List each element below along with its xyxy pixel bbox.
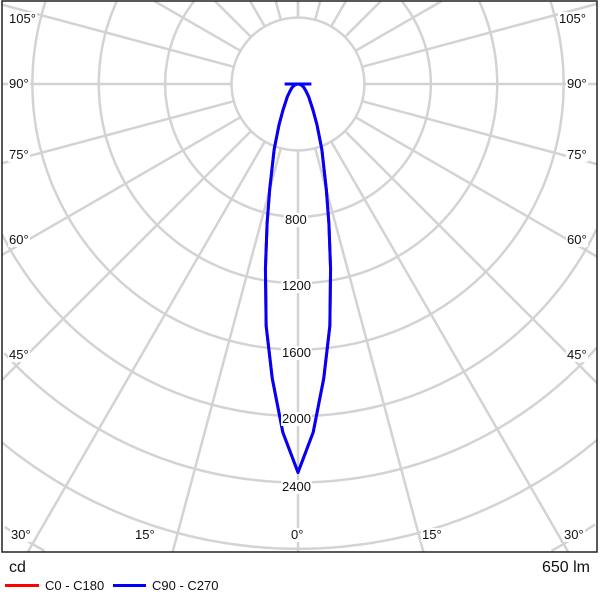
angle-label-left-105: 105° bbox=[8, 11, 37, 26]
luminous-flux: 650 lm bbox=[541, 559, 590, 576]
ring-label-800: 800 bbox=[284, 212, 308, 227]
grid-radial-line bbox=[1, 3, 235, 69]
grid-ring bbox=[478, 0, 499, 84]
angle-label-left-75: 75° bbox=[8, 147, 30, 162]
grid-radial-line bbox=[214, 0, 252, 38]
grid-ring bbox=[1, 228, 598, 418]
grid-radial-line bbox=[354, 116, 598, 258]
grid-radial-line bbox=[361, 99, 598, 166]
angle-label-bottom-15-right: 15° bbox=[421, 527, 443, 542]
ring-label-2400: 2400 bbox=[281, 479, 312, 494]
grid-radial-line bbox=[344, 0, 382, 38]
grid-ring bbox=[1, 439, 598, 551]
grid-radial-line bbox=[248, 0, 266, 28]
angle-label-left-60: 60° bbox=[8, 232, 30, 247]
ring-label-2000: 2000 bbox=[281, 411, 312, 426]
grid-ring bbox=[400, 0, 433, 84]
angle-label-right-105: 105° bbox=[558, 11, 587, 26]
grid-radial-line bbox=[313, 0, 322, 21]
grid-ring bbox=[97, 0, 499, 285]
legend-swatch-c90 bbox=[113, 584, 146, 587]
grid-radial-line bbox=[344, 130, 598, 384]
angle-label-right-30: 30° bbox=[563, 527, 585, 542]
angle-label-bottom-15-left: 15° bbox=[134, 527, 156, 542]
grid-radial-line bbox=[171, 147, 283, 553]
angle-label-right-45: 45° bbox=[566, 347, 588, 362]
series-curve-c90-c270 bbox=[263, 82, 333, 474]
grid-radial-line bbox=[274, 0, 283, 21]
angle-label-left-90: 90° bbox=[8, 76, 30, 91]
angle-label-right-75: 75° bbox=[566, 147, 588, 162]
grid-radial-line bbox=[354, 0, 443, 52]
ring-label-1600: 1600 bbox=[281, 345, 312, 360]
angle-label-left-30: 30° bbox=[10, 527, 32, 542]
grid-radial-line bbox=[1, 99, 235, 165]
grid-radial-line bbox=[330, 0, 348, 28]
grid-radial-line bbox=[1, 116, 242, 256]
grid-ring bbox=[163, 0, 433, 219]
angle-label-left-45: 45° bbox=[8, 347, 30, 362]
grid-radial-line bbox=[26, 140, 266, 553]
grid-radial-line bbox=[153, 0, 242, 52]
grid-radial-line bbox=[313, 147, 425, 553]
angle-label-right-90: 90° bbox=[566, 76, 588, 91]
unit-label: cd bbox=[9, 559, 26, 576]
legend-label-c0: C0 - C180 bbox=[45, 578, 105, 593]
ring-label-1200: 1200 bbox=[281, 278, 312, 293]
grid-radial-line bbox=[330, 140, 570, 553]
legend-label-c90: C90 - C270 bbox=[152, 578, 219, 593]
legend-swatch-c0 bbox=[5, 584, 39, 587]
angle-label-right-60: 60° bbox=[566, 232, 588, 247]
grid-radial-line bbox=[1, 130, 252, 381]
grid-radial-line bbox=[361, 2, 598, 69]
angle-label-bottom-0: 0° bbox=[290, 527, 305, 542]
curves bbox=[263, 82, 333, 474]
plot-frame bbox=[1, 0, 598, 553]
